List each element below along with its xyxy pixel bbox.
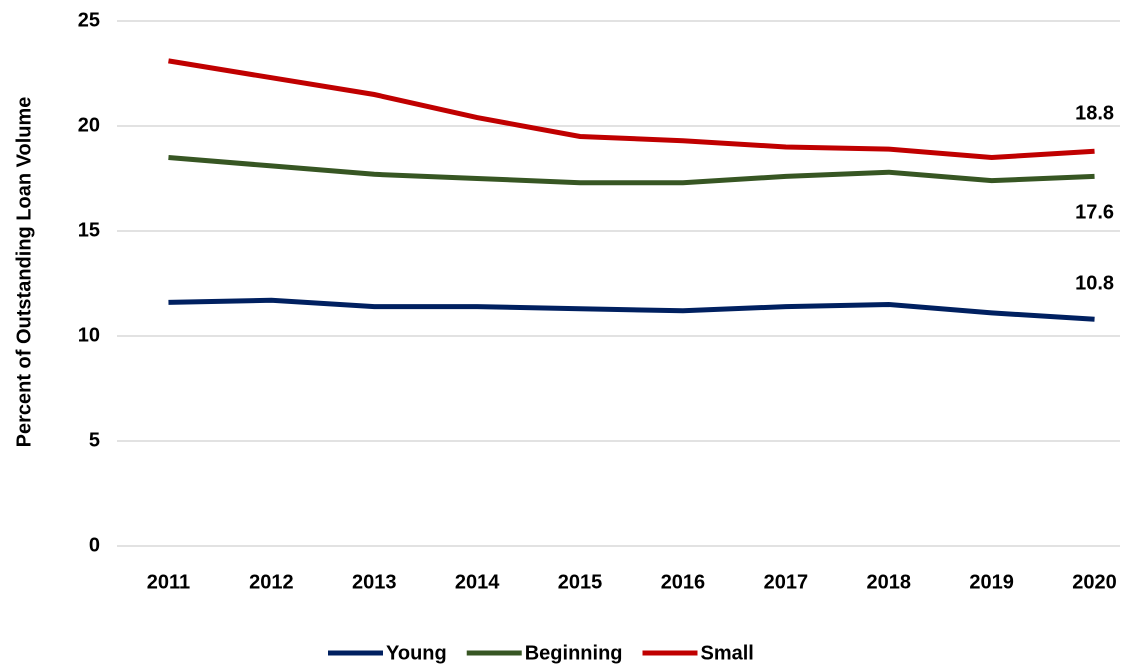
series-line xyxy=(168,58,1095,161)
data-label: 18.8 xyxy=(1075,102,1114,124)
x-tick-label: 2017 xyxy=(764,571,809,593)
data-label: 10.8 xyxy=(1075,272,1114,294)
y-tick-label: 20 xyxy=(78,114,100,136)
y-tick-label: 25 xyxy=(78,9,100,31)
series-line xyxy=(168,297,1095,322)
data-label: 17.6 xyxy=(1075,202,1114,224)
legend-label: Small xyxy=(701,642,754,664)
x-tick-label: 2011 xyxy=(147,571,190,593)
x-tick-label: 2013 xyxy=(352,571,397,593)
x-tick-label: 2012 xyxy=(249,571,294,593)
x-tick-label: 2016 xyxy=(661,571,706,593)
x-tick-label: 2018 xyxy=(867,571,912,593)
y-tick-label: 10 xyxy=(78,324,100,346)
y-tick-label: 15 xyxy=(78,219,100,241)
y-axis-title: Percent of Outstanding Loan Volume xyxy=(13,97,35,448)
x-tick-label: 2015 xyxy=(558,571,603,593)
x-tick-label: 2020 xyxy=(1072,571,1117,593)
legend-label: Young xyxy=(386,642,447,664)
series-line xyxy=(168,155,1095,186)
x-tick-label: 2019 xyxy=(969,571,1014,593)
y-tick-label: 5 xyxy=(89,429,100,451)
y-tick-label: 0 xyxy=(89,534,100,556)
legend-label: Beginning xyxy=(525,642,623,664)
x-tick-label: 2014 xyxy=(455,571,500,593)
